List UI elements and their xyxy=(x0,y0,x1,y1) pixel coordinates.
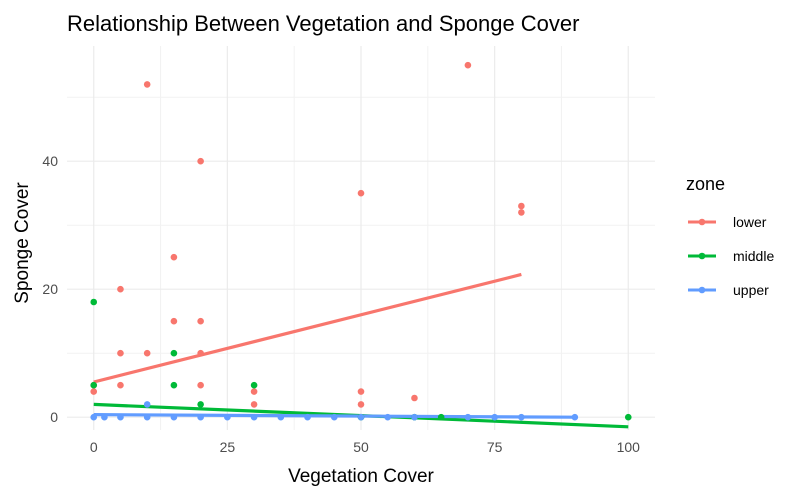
data-point-lower xyxy=(143,349,151,357)
data-point-lower xyxy=(464,61,472,69)
y-tick-label: 0 xyxy=(50,409,58,425)
data-point-lower xyxy=(197,157,204,165)
data-point-upper xyxy=(464,413,472,421)
data-point-lower xyxy=(170,317,178,325)
data-point-middle xyxy=(437,413,445,421)
data-point-lower xyxy=(250,401,258,408)
data-point-lower xyxy=(250,388,258,395)
y-axis-title: Sponge Cover xyxy=(12,182,33,304)
data-point-upper xyxy=(357,413,365,421)
data-point-middle xyxy=(250,381,258,389)
legend-label-lower: lower xyxy=(733,214,767,230)
data-point-upper xyxy=(518,413,525,421)
data-point-upper xyxy=(143,401,151,408)
data-point-upper xyxy=(224,413,231,421)
x-axis-ticks: 0 25 50 75 100 xyxy=(90,439,640,455)
data-point-lower xyxy=(197,381,204,389)
legend-label-upper: upper xyxy=(733,282,769,298)
x-axis-title: Vegetation Cover xyxy=(288,466,434,487)
data-point-upper xyxy=(250,413,258,421)
data-point-upper xyxy=(117,413,124,421)
data-point-upper xyxy=(101,413,108,421)
legend-title: zone xyxy=(686,174,725,194)
trend-line-lower xyxy=(93,272,522,384)
data-point-middle xyxy=(170,381,178,389)
data-point-lower xyxy=(411,394,418,402)
data-point-lower xyxy=(197,317,204,325)
data-point-upper xyxy=(384,413,392,421)
data-point-lower xyxy=(357,388,365,395)
legend-key-point-middle xyxy=(698,252,706,260)
data-point-lower xyxy=(117,381,124,389)
data-point-middle xyxy=(170,349,178,357)
data-point-lower xyxy=(518,209,525,216)
data-point-lower xyxy=(170,253,178,261)
x-tick-label: 75 xyxy=(487,439,503,455)
data-point-upper xyxy=(277,413,285,421)
data-point-middle xyxy=(624,413,632,421)
x-tick-label: 0 xyxy=(90,439,98,455)
legend-key-point-lower xyxy=(698,218,706,226)
data-point-upper xyxy=(197,413,204,421)
x-tick-label: 25 xyxy=(220,439,236,455)
data-point-lower xyxy=(518,202,525,210)
data-point-upper xyxy=(571,413,579,421)
chart-title: Relationship Between Vegetation and Spon… xyxy=(67,11,579,36)
data-point-upper xyxy=(330,413,338,421)
legend-label-middle: middle xyxy=(733,248,774,264)
data-point-lower xyxy=(357,401,365,408)
x-tick-label: 50 xyxy=(353,439,369,455)
data-points xyxy=(90,61,632,421)
data-point-upper xyxy=(90,413,98,421)
data-point-upper xyxy=(170,413,178,421)
data-point-lower xyxy=(117,349,124,357)
data-point-upper xyxy=(411,413,418,421)
data-point-lower xyxy=(357,189,365,197)
data-point-lower xyxy=(197,349,204,357)
y-tick-label: 40 xyxy=(42,153,58,169)
data-point-middle xyxy=(90,381,98,389)
data-point-middle xyxy=(197,401,204,408)
y-tick-label: 20 xyxy=(42,281,58,297)
data-point-upper xyxy=(491,413,498,421)
y-axis-ticks: 0 20 40 xyxy=(42,153,58,425)
x-tick-label: 100 xyxy=(617,439,641,455)
data-point-lower xyxy=(117,285,124,293)
data-point-upper xyxy=(304,413,311,421)
legend: lower middle upper xyxy=(688,214,774,298)
data-point-middle xyxy=(90,298,98,306)
data-point-upper xyxy=(143,413,151,421)
data-point-lower xyxy=(143,81,151,88)
legend-key-point-upper xyxy=(698,286,706,294)
data-point-lower xyxy=(90,388,98,395)
